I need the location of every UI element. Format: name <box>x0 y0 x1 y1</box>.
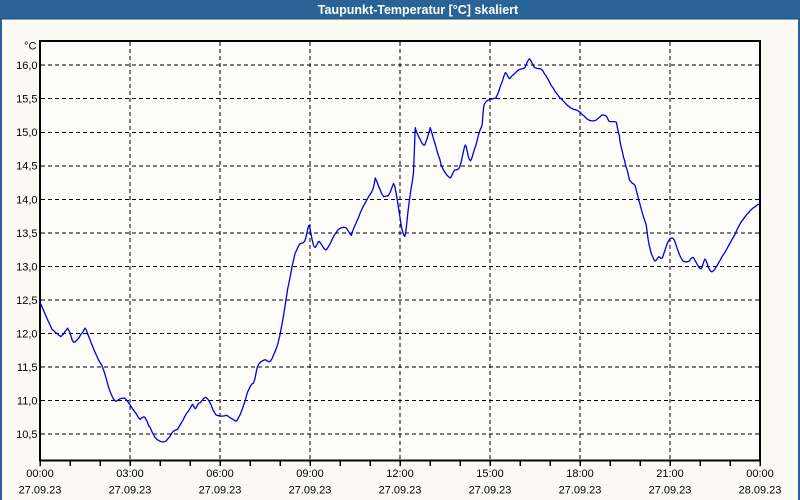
svg-text:14,5: 14,5 <box>16 161 37 173</box>
svg-text:10,5: 10,5 <box>16 429 37 441</box>
svg-text:11,5: 11,5 <box>17 362 38 374</box>
svg-text:27.09.23: 27.09.23 <box>199 485 242 497</box>
svg-text:15,5: 15,5 <box>16 94 37 106</box>
svg-text:27.09.23: 27.09.23 <box>19 485 62 497</box>
svg-text:Taupunkt-Temperatur [°C] skali: Taupunkt-Temperatur [°C] skaliert <box>318 3 519 17</box>
svg-text:00:00: 00:00 <box>26 468 54 480</box>
svg-text:°C: °C <box>24 41 36 53</box>
svg-text:18:00: 18:00 <box>566 468 594 480</box>
svg-text:00:00: 00:00 <box>746 468 774 480</box>
svg-text:27.09.23: 27.09.23 <box>109 485 152 497</box>
svg-text:09:00: 09:00 <box>296 468 324 480</box>
svg-text:28.09.23: 28.09.23 <box>739 485 782 497</box>
svg-text:13,5: 13,5 <box>16 228 37 240</box>
svg-text:12,0: 12,0 <box>16 329 37 341</box>
svg-text:27.09.23: 27.09.23 <box>649 485 692 497</box>
svg-text:12:00: 12:00 <box>386 468 414 480</box>
svg-text:16,0: 16,0 <box>16 60 37 72</box>
svg-text:03:00: 03:00 <box>116 468 144 480</box>
svg-text:06:00: 06:00 <box>206 468 234 480</box>
svg-text:11,0: 11,0 <box>17 396 38 408</box>
svg-text:27.09.23: 27.09.23 <box>559 485 602 497</box>
svg-text:12,5: 12,5 <box>16 295 37 307</box>
svg-text:27.09.23: 27.09.23 <box>379 485 422 497</box>
svg-text:21:00: 21:00 <box>656 468 684 480</box>
svg-text:27.09.23: 27.09.23 <box>469 485 512 497</box>
svg-text:27.09.23: 27.09.23 <box>289 485 332 497</box>
svg-text:15:00: 15:00 <box>476 468 504 480</box>
svg-text:13,0: 13,0 <box>16 261 37 273</box>
svg-text:15,0: 15,0 <box>16 127 37 139</box>
svg-text:14,0: 14,0 <box>16 194 37 206</box>
